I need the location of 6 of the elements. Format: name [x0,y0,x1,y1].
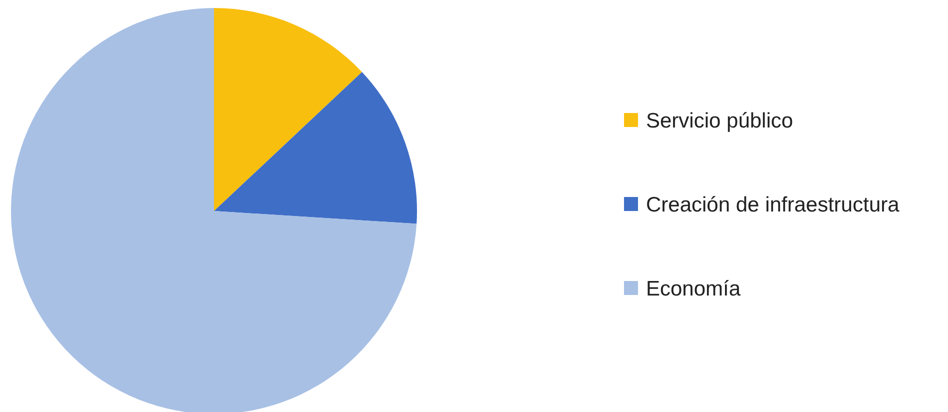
pie-slice [214,72,417,224]
legend-label: Creación de infraestructura [646,193,900,216]
legend-label: Servicio público [646,109,794,132]
pie-slice [11,8,417,412]
legend-label: Economía [646,277,741,300]
pie-slice [214,8,362,211]
